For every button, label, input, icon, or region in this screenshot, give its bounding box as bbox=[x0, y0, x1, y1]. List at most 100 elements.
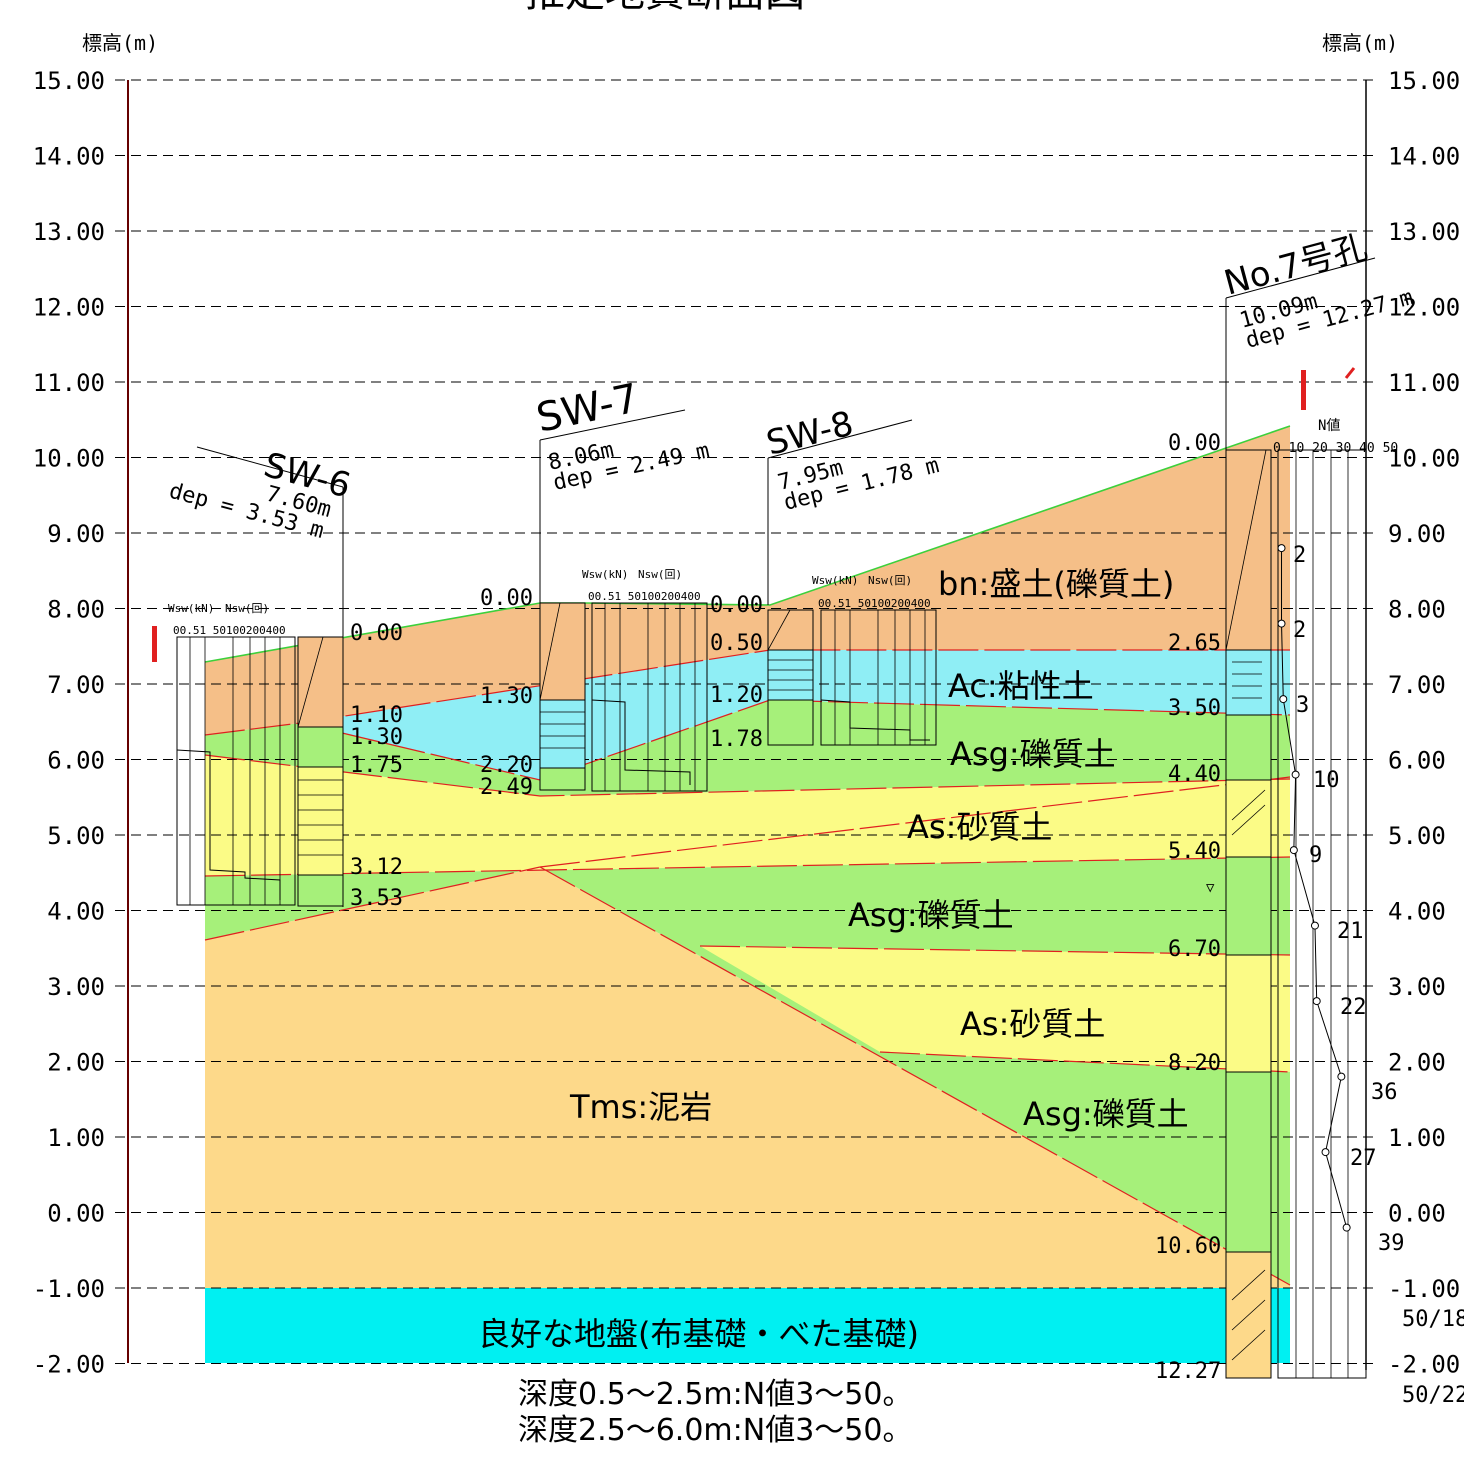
elevation-tick-label-left: 10.00 bbox=[33, 445, 105, 473]
n-value-point bbox=[1289, 846, 1298, 855]
section-title: 推定地質断面図 bbox=[525, 0, 805, 16]
no7-depth-5: 5.40 bbox=[1168, 839, 1221, 864]
label-ac: Ac:粘性土 bbox=[948, 667, 1094, 705]
sw6-depth-5: 3.12 bbox=[350, 855, 403, 880]
no7-depth-9: 12.27 bbox=[1155, 1359, 1221, 1384]
note-line-1: 深度0.5～2.5m:N値3～50。 bbox=[518, 1377, 912, 1412]
sw8-depth-1: 0.00 bbox=[710, 593, 763, 618]
elevation-tick-label-right: 9.00 bbox=[1388, 520, 1446, 548]
n-value-curve bbox=[1281, 548, 1348, 1228]
n-value-point bbox=[1291, 770, 1300, 779]
n-value-point bbox=[1321, 1148, 1330, 1157]
boundary-as2-top bbox=[699, 945, 1291, 956]
sw6-depth-4: 1.75 bbox=[350, 753, 403, 778]
layer-tms-area bbox=[205, 867, 1290, 1290]
sw8-depth-3: 1.20 bbox=[710, 683, 763, 708]
elevation-tick-label-right: 7.00 bbox=[1388, 671, 1446, 699]
n-value-point bbox=[1342, 1223, 1351, 1232]
sw6-depth-1: 0.00 bbox=[350, 621, 403, 646]
elevation-tick-label-left: 3.00 bbox=[47, 973, 105, 1001]
label-as2: As:砂質土 bbox=[960, 1005, 1105, 1043]
no7-n-label: N値 bbox=[1318, 418, 1340, 434]
n-value-10: 39 bbox=[1378, 1231, 1405, 1256]
no7-depth-7: 8.20 bbox=[1168, 1051, 1221, 1076]
n-value-point bbox=[1279, 695, 1288, 704]
label-as1: As:砂質土 bbox=[907, 808, 1052, 846]
sw6-nsw-label: Nsw(回) bbox=[225, 602, 269, 615]
elevation-tick-label-left: 7.00 bbox=[47, 671, 105, 699]
elevation-tick-label-left: 4.00 bbox=[47, 898, 105, 926]
sw7-depth-2: 1.30 bbox=[480, 684, 533, 709]
section-marker-right-accent bbox=[1344, 367, 1356, 379]
right-axis-label: 標高(m) bbox=[1322, 31, 1398, 55]
label-good-ground: 良好な地盤(布基礎・べた基礎) bbox=[478, 1315, 919, 1353]
layer-bn-area bbox=[205, 426, 1290, 735]
n-value-6: 21 bbox=[1337, 919, 1364, 944]
sw6-wsw-label: Wsw(kN) bbox=[168, 602, 214, 615]
n-value-12: 50/22 bbox=[1402, 1383, 1464, 1408]
elevation-tick-labels-right: 15.00 14.00 13.00 12.00 11.00 10.00 9.00 8.00 7.… bbox=[1388, 67, 1460, 1379]
elevation-tick-label-left: 9.00 bbox=[47, 520, 105, 548]
elevation-tick-label-left: 12.00 bbox=[33, 294, 105, 322]
elevation-tick-labels-left: 15.00 14.00 13.00 12.00 11.00 10.00 9.00 8.00 7.… bbox=[33, 67, 105, 1379]
sw7-scale: 00.51 50100200400 bbox=[588, 590, 701, 603]
elevation-tick-label-right: 2.00 bbox=[1388, 1049, 1446, 1077]
elevation-tick-label-right: 12.00 bbox=[1388, 294, 1460, 322]
elevation-tick-label-right: 5.00 bbox=[1388, 822, 1446, 850]
elevation-tick-label-right: 15.00 bbox=[1388, 67, 1460, 95]
note-line-2: 深度2.5～6.0m:N値3～50。 bbox=[518, 1413, 912, 1448]
boundary-tms-rise bbox=[539, 776, 1291, 868]
n-value-5: 9 bbox=[1309, 843, 1322, 868]
n-value-9: 27 bbox=[1350, 1146, 1377, 1171]
label-asg1: Asg:礫質土 bbox=[950, 735, 1116, 773]
no7-depth-3: 3.50 bbox=[1168, 696, 1221, 721]
no7-name: No.7号孔 bbox=[1220, 227, 1371, 303]
sw8-depth-2: 0.50 bbox=[710, 631, 763, 656]
n-value-point bbox=[1277, 544, 1286, 553]
n-value-11: 50/18 bbox=[1402, 1307, 1464, 1332]
elevation-tick-label-right: 6.00 bbox=[1388, 747, 1446, 775]
label-bn: bn:盛土(礫質土) bbox=[938, 565, 1174, 603]
left-axis-label: 標高(m) bbox=[82, 31, 158, 55]
sw7-depth-1: 0.00 bbox=[480, 586, 533, 611]
n-value-4: 10 bbox=[1313, 768, 1340, 793]
good-ground-band bbox=[205, 1288, 1290, 1363]
elevation-tick-label-left: -2.00 bbox=[33, 1351, 105, 1379]
layer-as2-area bbox=[700, 946, 1290, 1072]
n-value-point bbox=[1310, 921, 1319, 930]
layer-asg1-area bbox=[205, 700, 1290, 796]
no7-depth-1: 0.00 bbox=[1168, 431, 1221, 456]
elevation-tick-label-right: 1.00 bbox=[1388, 1124, 1446, 1152]
elevation-tick-label-right: 14.00 bbox=[1388, 143, 1460, 171]
elevation-tick-label-right: 11.00 bbox=[1388, 369, 1460, 397]
boundary-tms-dip bbox=[539, 866, 1291, 1286]
boundary-as2-bottom bbox=[879, 1051, 1291, 1073]
n-value-point bbox=[1277, 619, 1286, 628]
elevation-tick-label-right: 10.00 bbox=[1388, 445, 1460, 473]
elevation-tick-label-left: 5.00 bbox=[47, 822, 105, 850]
boundary-as-asg bbox=[204, 856, 1291, 877]
elevation-tick-label-left: 1.00 bbox=[47, 1124, 105, 1152]
boundary-tms-top bbox=[204, 866, 541, 941]
n-value-1: 2 bbox=[1293, 543, 1306, 568]
elevation-tick-label-left: 8.00 bbox=[47, 596, 105, 624]
n-value-7: 22 bbox=[1340, 995, 1367, 1020]
no7-depth-4: 4.40 bbox=[1168, 762, 1221, 787]
n-value-point bbox=[1337, 1072, 1346, 1081]
sw8-name: SW-8 bbox=[763, 404, 858, 464]
sw6-depth-3: 1.30 bbox=[350, 725, 403, 750]
no7-depth-8: 10.60 bbox=[1155, 1234, 1221, 1259]
elevation-tick-label-left: 2.00 bbox=[47, 1049, 105, 1077]
label-tms: Tms:泥岩 bbox=[569, 1088, 712, 1126]
water-level-icon: ▽ bbox=[1206, 880, 1215, 896]
n-value-3: 3 bbox=[1296, 693, 1309, 718]
elevation-tick-label-right: 0.00 bbox=[1388, 1200, 1446, 1228]
elevation-tick-label-right: 4.00 bbox=[1388, 898, 1446, 926]
section-marker-right bbox=[1301, 370, 1306, 410]
no7-depth-2: 2.65 bbox=[1168, 631, 1221, 656]
sw7-depth-4: 2.49 bbox=[480, 775, 533, 800]
elevation-tick-label-left: 13.00 bbox=[33, 218, 105, 246]
elevation-tick-label-left: 0.00 bbox=[47, 1200, 105, 1228]
